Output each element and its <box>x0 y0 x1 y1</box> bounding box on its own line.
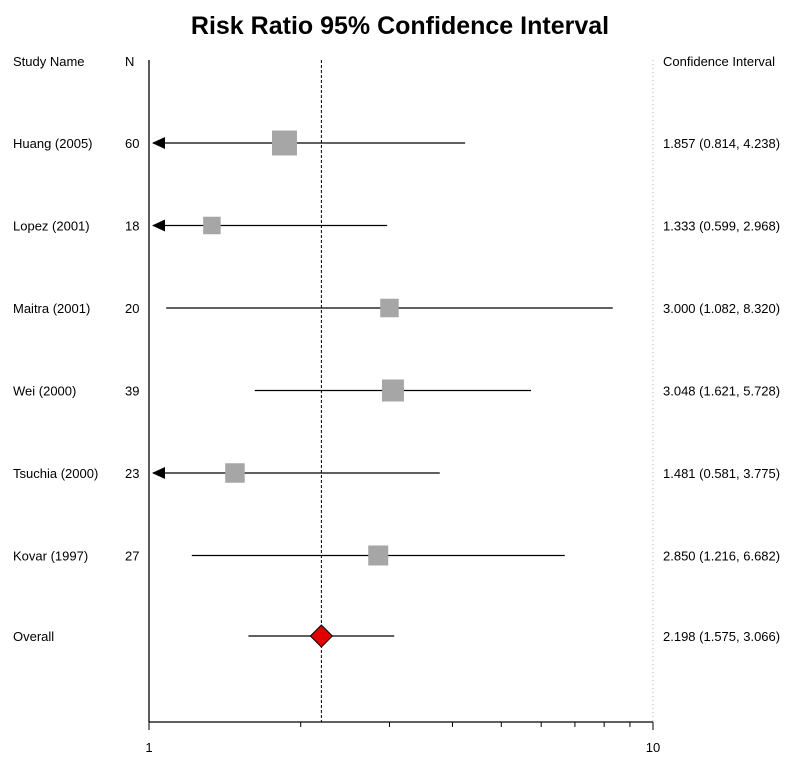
study-point-marker <box>271 130 297 156</box>
study-n-label: 27 <box>125 549 139 564</box>
study-n-label: 60 <box>125 136 139 151</box>
overall-diamond-marker <box>309 624 334 648</box>
study-ci-label: 3.048 (1.621, 5.728) <box>663 384 780 399</box>
study-point-marker <box>225 463 245 483</box>
study-ci-label: 3.000 (1.082, 8.320) <box>663 301 780 316</box>
x-tick-label: 1 <box>145 740 152 755</box>
ci-left-arrow <box>152 137 165 149</box>
study-ci-label: 1.481 (0.581, 3.775) <box>663 466 780 481</box>
study-name-label: Maitra (2001) <box>13 301 90 316</box>
overall-ci-label: 2.198 (1.575, 3.066) <box>663 629 780 644</box>
ci-left-arrow <box>152 219 165 232</box>
study-name-label: Kovar (1997) <box>13 549 88 564</box>
study-ci-label: 1.333 (0.599, 2.968) <box>663 219 780 234</box>
study-ci-label: 2.850 (1.216, 6.682) <box>663 549 780 564</box>
study-point-marker <box>203 216 221 235</box>
study-ci-label: 1.857 (0.814, 4.238) <box>663 136 780 151</box>
column-header-n: N <box>125 54 134 69</box>
study-name-label: Lopez (2001) <box>13 219 90 234</box>
study-name-label: Wei (2000) <box>13 384 76 399</box>
ci-left-arrow <box>152 467 165 479</box>
study-n-label: 18 <box>125 219 139 234</box>
plot-area: 1 10 Huang (2005) 60 1.857 (0.814, 4.238) Lop… <box>13 60 780 755</box>
x-tick-label: 10 <box>646 740 660 755</box>
study-n-label: 39 <box>125 384 139 399</box>
column-header-study: Study Name <box>13 54 85 69</box>
study-name-label: Tsuchia (2000) <box>13 466 98 481</box>
study-n-label: 20 <box>125 301 139 316</box>
study-n-label: 23 <box>125 466 139 481</box>
study-name-label: Huang (2005) <box>13 136 93 151</box>
column-header-ci: Confidence Interval <box>663 54 775 69</box>
overall-name-label: Overall <box>13 629 54 644</box>
study-point-marker <box>380 298 399 318</box>
study-point-marker <box>381 379 404 402</box>
chart-title: Risk Ratio 95% Confidence Interval <box>191 12 609 40</box>
study-point-marker <box>368 545 389 566</box>
